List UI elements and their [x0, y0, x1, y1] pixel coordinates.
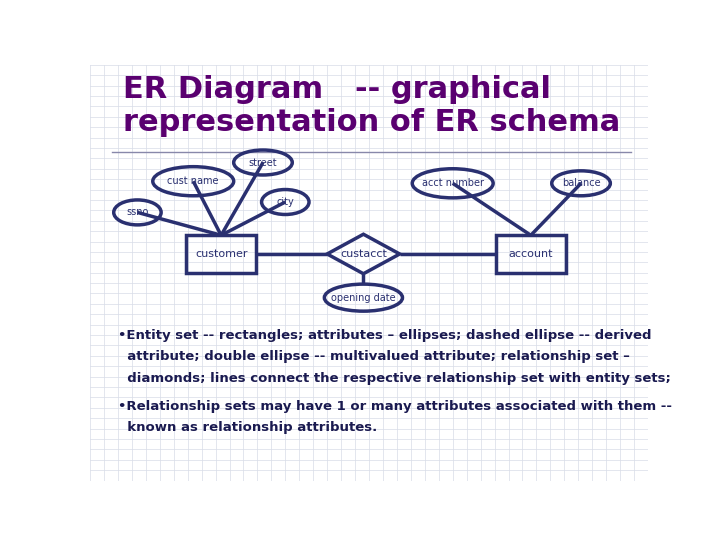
Text: opening date: opening date — [331, 293, 396, 302]
Text: street: street — [248, 158, 277, 167]
Text: representation of ER schema: representation of ER schema — [124, 109, 621, 138]
Text: account: account — [508, 249, 553, 259]
Text: •Relationship sets may have 1 or many attributes associated with them --: •Relationship sets may have 1 or many at… — [118, 400, 672, 413]
Text: custacct: custacct — [340, 249, 387, 259]
Text: attribute; double ellipse -- multivalued attribute; relationship set –: attribute; double ellipse -- multivalued… — [118, 350, 630, 363]
Text: city: city — [276, 197, 294, 207]
Text: cust name: cust name — [168, 176, 219, 186]
Text: acct number: acct number — [422, 178, 484, 188]
Text: ssno: ssno — [126, 207, 148, 218]
Text: known as relationship attributes.: known as relationship attributes. — [118, 421, 377, 434]
Text: •Entity set -- rectangles; attributes – ellipses; dashed ellipse -- derived: •Entity set -- rectangles; attributes – … — [118, 329, 652, 342]
Text: balance: balance — [562, 178, 600, 188]
Text: customer: customer — [195, 249, 248, 259]
Text: diamonds; lines connect the respective relationship set with entity sets;: diamonds; lines connect the respective r… — [118, 372, 671, 385]
Text: ER Diagram   -- graphical: ER Diagram -- graphical — [124, 75, 552, 104]
